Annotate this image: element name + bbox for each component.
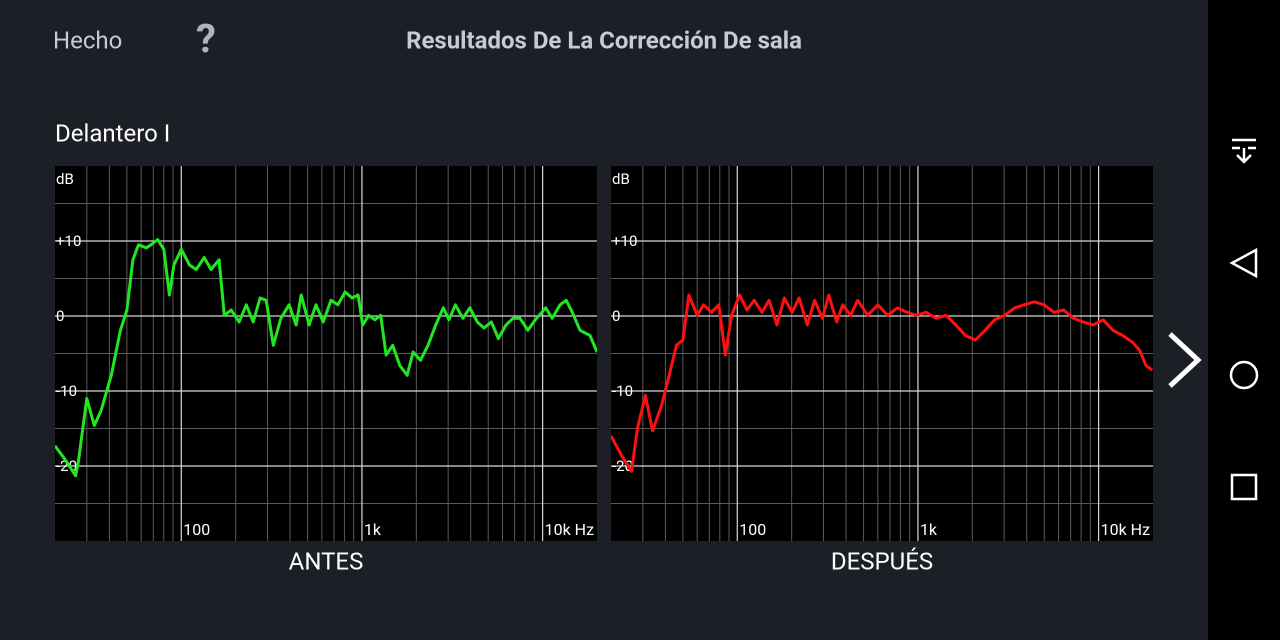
channel-name: Delantero I xyxy=(55,119,170,147)
help-button[interactable]: ? xyxy=(196,16,216,63)
chart: 100 1k 10k Hz +10 0 -10 -20 dB DESPUÉS xyxy=(611,166,1153,575)
chart-caption: DESPUÉS xyxy=(831,547,933,575)
x-tick-label: 100 xyxy=(739,520,766,539)
x-tick-label: 10k Hz xyxy=(1101,520,1150,539)
response-line xyxy=(55,238,597,478)
nav-back[interactable] xyxy=(1229,247,1258,279)
x-tick-label: 100 xyxy=(183,520,210,539)
nav-menu-icon[interactable] xyxy=(1232,138,1256,164)
y-tick-label: -10 xyxy=(56,382,77,400)
y-axis-label: dB xyxy=(612,170,630,188)
done-button[interactable]: Hecho xyxy=(53,26,122,54)
nav-icons xyxy=(1229,138,1259,501)
nav-home[interactable] xyxy=(1229,360,1259,390)
page-title: Resultados De La Corrección De sala xyxy=(406,26,802,54)
x-tick-label: 10k Hz xyxy=(545,520,594,539)
y-tick-label: 0 xyxy=(612,307,620,325)
y-tick-label: -10 xyxy=(612,382,633,400)
chart-caption: ANTES xyxy=(289,547,364,575)
response-line xyxy=(611,293,1153,473)
y-axis-label: dB xyxy=(56,170,74,188)
next-arrow[interactable] xyxy=(1168,332,1202,388)
y-tick-label: 0 xyxy=(56,307,64,325)
x-tick-label: 1k xyxy=(364,520,382,539)
x-tick-label: 1k xyxy=(920,520,938,539)
y-tick-label: +10 xyxy=(56,232,81,250)
y-tick-label: -20 xyxy=(612,457,633,475)
y-tick-label: +10 xyxy=(612,232,637,250)
nav-bar xyxy=(1208,0,1280,640)
nav-recent[interactable] xyxy=(1230,473,1258,501)
